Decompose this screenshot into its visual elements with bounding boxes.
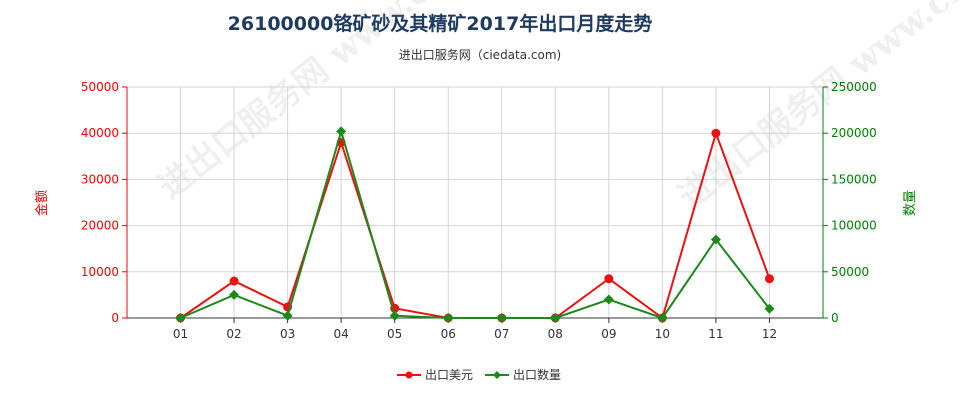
right-tick-label: 200000 (831, 126, 877, 140)
chart-subtitle: 进出口服务网（ciedata.com) (399, 47, 561, 62)
x-tick-label: 01 (173, 327, 188, 341)
right-axis-label: 数量 (903, 190, 918, 216)
x-tick-label: 11 (708, 327, 723, 341)
right-tick-label: 150000 (831, 172, 877, 186)
x-tick-label: 10 (655, 327, 670, 341)
legend: 出口美元 出口数量 (397, 367, 561, 382)
data-point-export-qty (282, 310, 293, 321)
data-point-export-qty (229, 289, 240, 300)
right-tick-label: 50000 (831, 265, 869, 279)
x-tick-label: 06 (441, 327, 456, 341)
left-tick-label: 0 (111, 311, 119, 325)
data-point-export-usd (711, 128, 721, 138)
data-point-export-usd (764, 274, 774, 284)
right-tick-label: 0 (831, 311, 839, 325)
legend-label-usd: 出口美元 (425, 368, 473, 382)
left-tick-label: 40000 (81, 126, 119, 140)
left-tick-label: 30000 (81, 172, 119, 186)
left-tick-label: 10000 (81, 265, 119, 279)
data-point-export-usd (229, 276, 239, 286)
legend-marker-qty (493, 371, 501, 379)
right-tick-label: 250000 (831, 80, 877, 94)
legend-item-export-qty: 出口数量 (485, 367, 561, 382)
data-point-export-qty (603, 294, 614, 305)
chart-title: 26100000铬矿砂及其精矿2017年出口月度走势 (228, 12, 653, 35)
legend-label-qty: 出口数量 (513, 367, 561, 382)
x-tick-label: 12 (762, 327, 777, 341)
data-point-export-qty (389, 310, 400, 321)
right-tick-label: 100000 (831, 219, 877, 233)
x-tick-label: 09 (601, 327, 616, 341)
left-tick-label: 50000 (81, 80, 119, 94)
data-point-export-qty (496, 313, 507, 323)
x-tick-label: 04 (334, 327, 349, 341)
x-tick-label: 08 (548, 327, 563, 341)
data-point-export-qty (764, 303, 775, 314)
data-point-export-usd (604, 274, 614, 284)
x-tick-label: 05 (387, 327, 402, 341)
data-point-export-qty (710, 234, 721, 245)
axes: 0 10000 20000 30000 40000 50000 0 50000 100000 15… (81, 80, 877, 341)
left-axis-label: 金额 (34, 190, 50, 216)
data-point-export-qty (550, 313, 561, 323)
series (175, 126, 775, 323)
legend-item-export-usd: 出口美元 (397, 368, 473, 382)
watermark-text-2: 进出口服务网 www.ciedata.com (671, 0, 960, 217)
data-point-export-qty (657, 313, 668, 323)
series-line-export-qty (180, 127, 771, 320)
legend-marker-usd (405, 371, 413, 379)
data-point-export-qty (443, 313, 454, 323)
data-point-export-qty (336, 126, 347, 137)
x-tick-label: 03 (280, 327, 295, 341)
data-point-export-qty (175, 313, 186, 323)
left-tick-label: 20000 (81, 219, 119, 233)
x-tick-label: 07 (494, 327, 509, 341)
x-tick-label: 02 (226, 327, 241, 341)
